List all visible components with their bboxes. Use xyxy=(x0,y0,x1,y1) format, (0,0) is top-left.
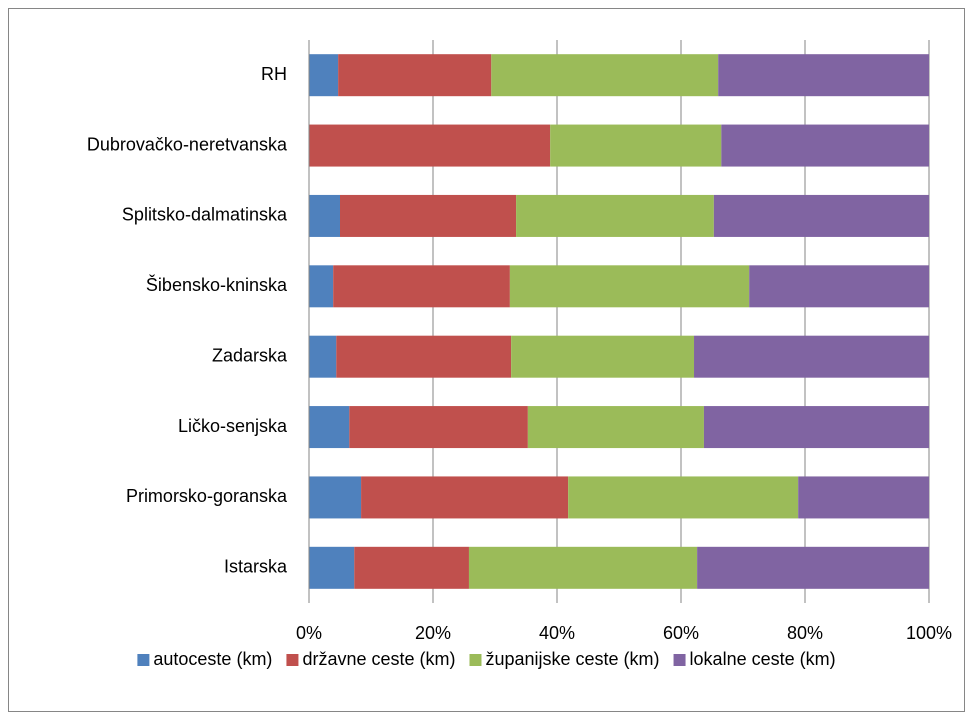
x-tick-label: 40% xyxy=(539,623,575,643)
bar-segment xyxy=(516,194,714,237)
bar-segment xyxy=(309,265,334,308)
legend-swatch xyxy=(673,654,686,666)
bar-segment xyxy=(361,476,569,519)
bar-segment xyxy=(721,124,929,167)
bar-segment xyxy=(509,265,750,308)
bar-segment xyxy=(694,335,929,378)
x-tick-label: 100% xyxy=(906,623,952,643)
bar-segment xyxy=(338,54,492,97)
legend-swatch xyxy=(286,654,299,666)
bar-segment xyxy=(568,476,799,519)
bar-segment xyxy=(491,54,719,97)
bar-segment xyxy=(309,476,362,519)
bar-segment xyxy=(309,335,337,378)
x-tick-label: 20% xyxy=(415,623,451,643)
bar-segment xyxy=(511,335,695,378)
bar-segment xyxy=(713,194,929,237)
y-tick-label: Ličko-senjska xyxy=(178,416,288,436)
bar-segment xyxy=(749,265,929,308)
legend-label: državne ceste (km) xyxy=(302,649,455,669)
bar-segment xyxy=(333,265,510,308)
bar-segment xyxy=(703,406,929,449)
legend-label: autoceste (km) xyxy=(153,649,272,669)
bar-segment xyxy=(309,54,339,97)
y-tick-label: Dubrovačko-neretvanska xyxy=(87,134,288,154)
y-tick-label: RH xyxy=(261,64,287,84)
bar-segment xyxy=(309,194,340,237)
y-tick-label: Splitsko-dalmatinska xyxy=(122,205,288,225)
legend-label: lokalne ceste (km) xyxy=(690,649,836,669)
bar-segment xyxy=(349,406,528,449)
legend-swatch xyxy=(469,654,482,666)
bar-segment xyxy=(309,406,350,449)
y-tick-label: Primorsko-goranska xyxy=(126,486,288,506)
bar-segment xyxy=(527,406,704,449)
bar-segment xyxy=(336,335,512,378)
bar-segment xyxy=(798,476,929,519)
bar-segment xyxy=(340,194,517,237)
legend-swatch xyxy=(137,654,150,666)
legend-label: županijske ceste (km) xyxy=(485,649,659,669)
bar-segment xyxy=(550,124,722,167)
bar-segment xyxy=(718,54,929,97)
x-tick-label: 0% xyxy=(296,623,322,643)
bar-segment xyxy=(309,546,355,589)
bar-segment xyxy=(309,124,551,167)
bar-segment xyxy=(468,546,698,589)
y-tick-label: Šibensko-kninska xyxy=(146,274,288,295)
bar-segment xyxy=(697,546,929,589)
y-tick-label: Zadarska xyxy=(212,345,288,365)
x-tick-label: 60% xyxy=(663,623,699,643)
bar-segment xyxy=(354,546,469,589)
x-tick-label: 80% xyxy=(787,623,823,643)
y-tick-label: Istarska xyxy=(224,557,288,577)
